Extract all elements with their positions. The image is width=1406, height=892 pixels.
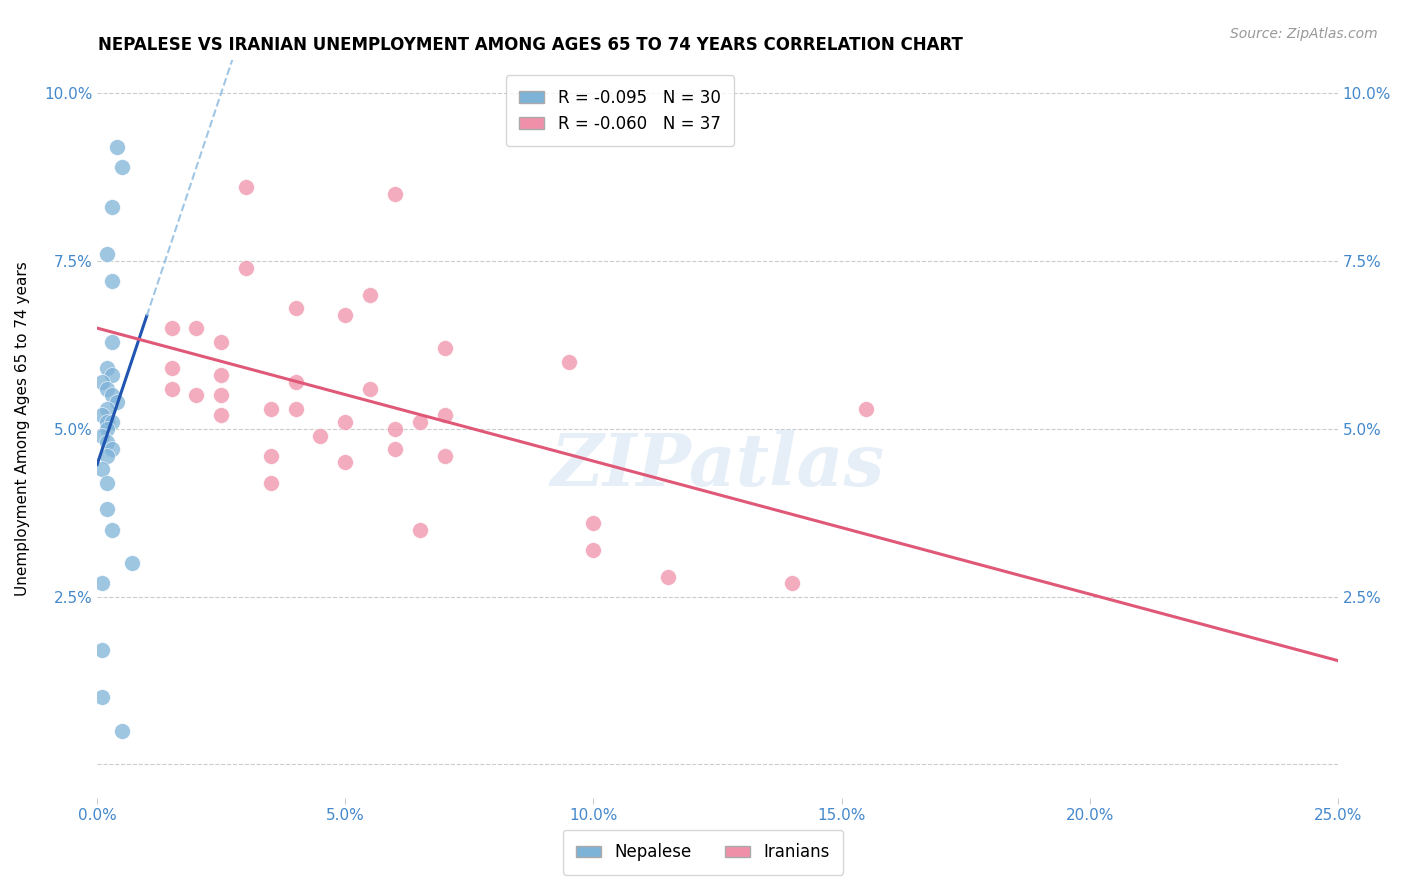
Point [260, 449, 283, 463]
Point [335, 415, 357, 429]
Point [384, 422, 406, 436]
Point [111, 723, 134, 738]
Y-axis label: Unemployment Among Ages 65 to 74 years: Unemployment Among Ages 65 to 74 years [15, 261, 30, 596]
Point [235, 260, 257, 275]
Point [260, 475, 283, 490]
Point [101, 442, 124, 456]
Legend: Nepalese, Iranians: Nepalese, Iranians [562, 830, 844, 875]
Point [96, 247, 118, 261]
Point [101, 334, 124, 349]
Point [91, 576, 114, 591]
Point [96, 361, 118, 376]
Point [186, 321, 208, 335]
Point [96, 475, 118, 490]
Point [335, 455, 357, 469]
Point [409, 415, 432, 429]
Text: NEPALESE VS IRANIAN UNEMPLOYMENT AMONG AGES 65 TO 74 YEARS CORRELATION CHART: NEPALESE VS IRANIAN UNEMPLOYMENT AMONG A… [98, 36, 963, 54]
Point [91, 428, 114, 442]
Legend: R = -0.095   N = 30, R = -0.060   N = 37: R = -0.095 N = 30, R = -0.060 N = 37 [506, 75, 734, 146]
Point [284, 301, 307, 315]
Point [91, 409, 114, 423]
Point [657, 569, 679, 583]
Point [96, 449, 118, 463]
Point [582, 516, 605, 530]
Point [160, 321, 183, 335]
Point [96, 382, 118, 396]
Text: Source: ZipAtlas.com: Source: ZipAtlas.com [1230, 27, 1378, 41]
Point [433, 449, 456, 463]
Point [582, 542, 605, 557]
Point [121, 556, 143, 570]
Point [91, 462, 114, 476]
Point [160, 382, 183, 396]
Point [284, 401, 307, 416]
Point [384, 186, 406, 201]
Point [557, 354, 579, 368]
Point [359, 382, 381, 396]
Point [433, 409, 456, 423]
Point [209, 334, 232, 349]
Point [209, 409, 232, 423]
Point [855, 401, 877, 416]
Point [284, 375, 307, 389]
Point [160, 361, 183, 376]
Point [209, 388, 232, 402]
Text: ZIPatlas: ZIPatlas [550, 430, 884, 501]
Point [91, 643, 114, 657]
Point [209, 368, 232, 383]
Point [105, 395, 128, 409]
Point [309, 428, 332, 442]
Point [101, 200, 124, 214]
Point [359, 287, 381, 301]
Point [101, 523, 124, 537]
Point [186, 388, 208, 402]
Point [433, 341, 456, 355]
Point [96, 415, 118, 429]
Point [96, 401, 118, 416]
Point [101, 415, 124, 429]
Point [91, 690, 114, 705]
Point [101, 368, 124, 383]
Point [384, 442, 406, 456]
Point [111, 160, 134, 174]
Point [96, 502, 118, 516]
Point [101, 388, 124, 402]
Point [96, 422, 118, 436]
Point [409, 523, 432, 537]
Point [91, 375, 114, 389]
Point [105, 140, 128, 154]
Point [780, 576, 803, 591]
Point [335, 308, 357, 322]
Point [101, 274, 124, 288]
Point [260, 401, 283, 416]
Point [235, 180, 257, 194]
Point [96, 435, 118, 450]
